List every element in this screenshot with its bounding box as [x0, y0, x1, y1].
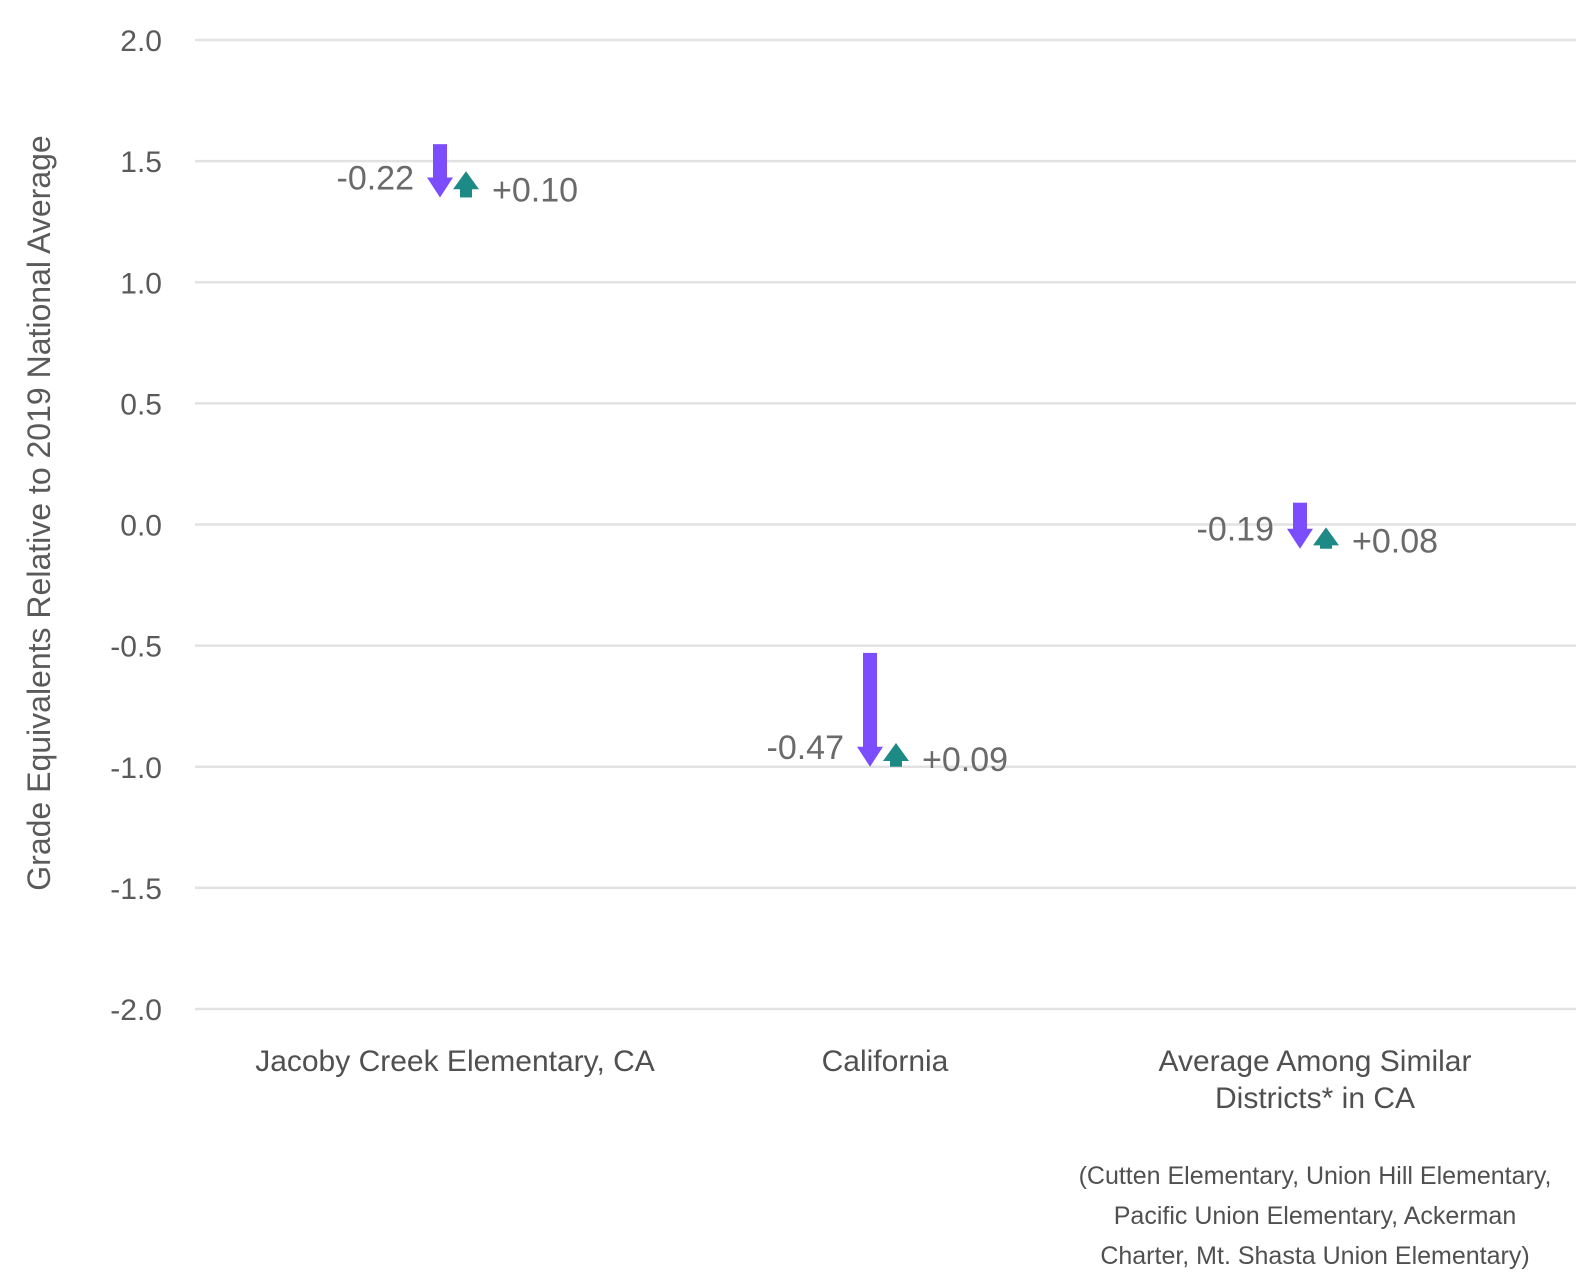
decline-value-label: -0.47 [767, 729, 845, 767]
decline-arrow-shaft [433, 144, 447, 180]
footnote-line: (Cutten Elementary, Union Hill Elementar… [1079, 1162, 1552, 1190]
y-tick-label: 0.5 [120, 388, 162, 421]
recovery-arrow [453, 171, 479, 198]
recovery-arrow-head [453, 171, 479, 190]
decline-arrow-shaft [863, 652, 877, 749]
y-axis-ticks: 2.0 1.5 1.0 0.5 0.0 -0.5 -1.0 -1.5 -2.0 [110, 25, 162, 1027]
category-labels: Jacoby Creek Elementary, CA California Ave… [255, 1045, 1471, 1115]
recovery-arrow [883, 742, 909, 767]
footnote-line: Pacific Union Elementary, Ackerman [1114, 1202, 1516, 1230]
decline-value-label: -0.22 [337, 159, 415, 197]
y-tick-label: -1.5 [110, 873, 162, 906]
y-tick-label: 1.5 [120, 146, 162, 179]
y-tick-label: -2.0 [110, 994, 162, 1027]
recovery-value-label: +0.10 [492, 171, 578, 209]
gridlines [195, 38, 1576, 1011]
y-tick-label: 2.0 [120, 25, 162, 58]
recovery-arrow [1313, 527, 1339, 549]
y-axis-label: Grade Equivalents Relative to 2019 Natio… [21, 135, 57, 890]
recovery-arrow-shaft [1320, 543, 1332, 549]
decline-arrow [857, 652, 883, 767]
decline-arrow-head [1287, 528, 1313, 549]
recovery-arrow-head [1313, 527, 1339, 546]
recovery-value-label: +0.08 [1352, 523, 1438, 561]
y-tick-label: 1.0 [120, 267, 162, 300]
decline-arrow-head [857, 746, 883, 767]
footnote-line: Charter, Mt. Shasta Union Elementary) [1100, 1242, 1529, 1270]
decline-arrow [427, 144, 453, 198]
category-label: Districts* in CA [1215, 1082, 1415, 1115]
decline-arrow [1287, 502, 1313, 549]
y-tick-label: 0.0 [120, 510, 162, 543]
recovery-arrow-shaft [890, 758, 902, 767]
recovery-value-label: +0.09 [922, 741, 1008, 779]
recovery-arrow-shaft [460, 187, 472, 198]
recovery-arrow-head [883, 742, 909, 761]
decline-value-label: -0.19 [1197, 511, 1275, 549]
decline-arrow-head [427, 177, 453, 198]
footnote: (Cutten Elementary, Union Hill Elementar… [1079, 1162, 1552, 1270]
y-tick-label: -1.0 [110, 752, 162, 785]
category-label: Average Among Similar [1159, 1045, 1472, 1078]
decline-arrow-shaft [1293, 502, 1307, 531]
y-tick-label: -0.5 [110, 631, 162, 664]
category-label: California [822, 1045, 949, 1078]
category-label: Jacoby Creek Elementary, CA [255, 1045, 655, 1078]
chart-marks: -0.22 +0.10 -0.47 +0.09 -0.19 +0.08 [337, 144, 1438, 779]
